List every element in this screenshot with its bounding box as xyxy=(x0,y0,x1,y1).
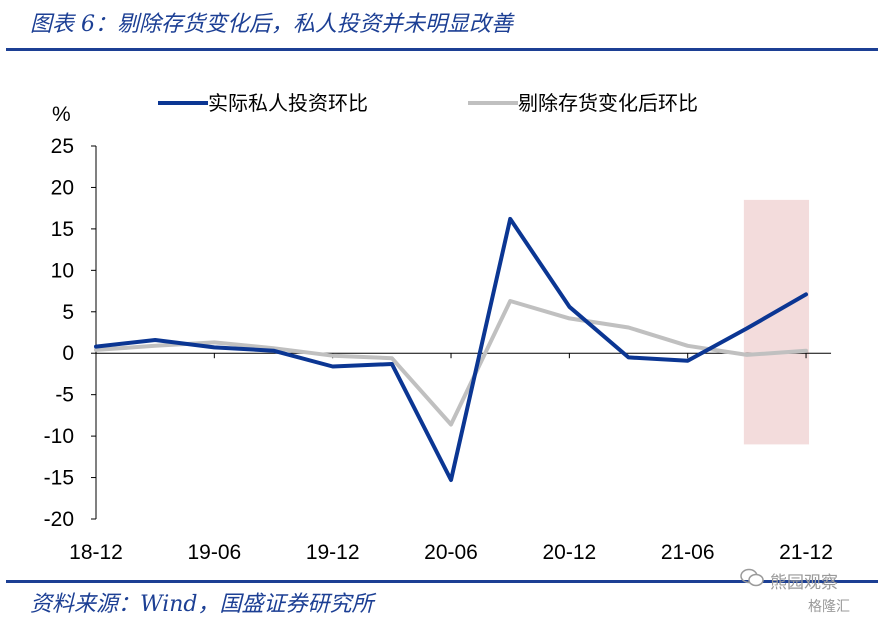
x-tick-label: 20-06 xyxy=(424,541,478,564)
chart-title: 图表 6：剔除存货变化后，私人投资并未明显改善 xyxy=(30,12,513,37)
x-tick-label: 21-12 xyxy=(779,541,833,564)
y-tick-label: -20 xyxy=(44,508,74,531)
x-ticks: 18-12 19-06 19-12 20-06 20-12 21-06 21-12 xyxy=(69,353,833,564)
y-tick-label: -5 xyxy=(55,384,74,407)
y-tick-label: 5 xyxy=(62,301,74,324)
x-tick-label: 19-06 xyxy=(187,541,241,564)
bottom-divider xyxy=(6,580,878,583)
y-tick-label: 15 xyxy=(51,218,74,241)
y-tick-label: 20 xyxy=(51,176,74,199)
series-lines xyxy=(94,216,808,482)
y-tick-label: 0 xyxy=(62,342,74,365)
y-ticks: 25 20 15 10 5 0 -5 -10 -15 -20 xyxy=(44,135,96,531)
y-tick-label: 25 xyxy=(51,135,74,158)
y-axis-unit: % xyxy=(52,103,71,126)
legend-label-1: 实际私人投资环比 xyxy=(208,91,368,115)
top-divider xyxy=(6,48,878,51)
watermark-site: 格隆汇 xyxy=(808,599,850,615)
highlight-band xyxy=(743,199,810,445)
x-tick-label: 18-12 xyxy=(69,541,123,564)
y-tick-label: -10 xyxy=(44,425,74,448)
x-tick-label: 21-06 xyxy=(661,541,715,564)
wechat-icon xyxy=(740,568,764,587)
y-tick-label: 10 xyxy=(51,259,74,282)
watermark-account: 熊园观察 xyxy=(770,573,838,593)
series-line-1 xyxy=(94,216,808,482)
line-chart: 25 20 15 10 5 0 -5 -10 -15 -20 18-12 19-06 19-12 20-… xyxy=(44,91,833,564)
legend: 实际私人投资环比 剔除存货变化后环比 xyxy=(158,91,698,115)
x-tick-label: 20-12 xyxy=(543,541,597,564)
legend-label-2: 剔除存货变化后环比 xyxy=(518,91,698,115)
series-line-2 xyxy=(94,299,808,427)
source-note: 资料来源：Wind，国盛证券研究所 xyxy=(30,592,374,617)
x-tick-label: 19-12 xyxy=(306,541,360,564)
y-tick-label: -15 xyxy=(44,467,74,490)
